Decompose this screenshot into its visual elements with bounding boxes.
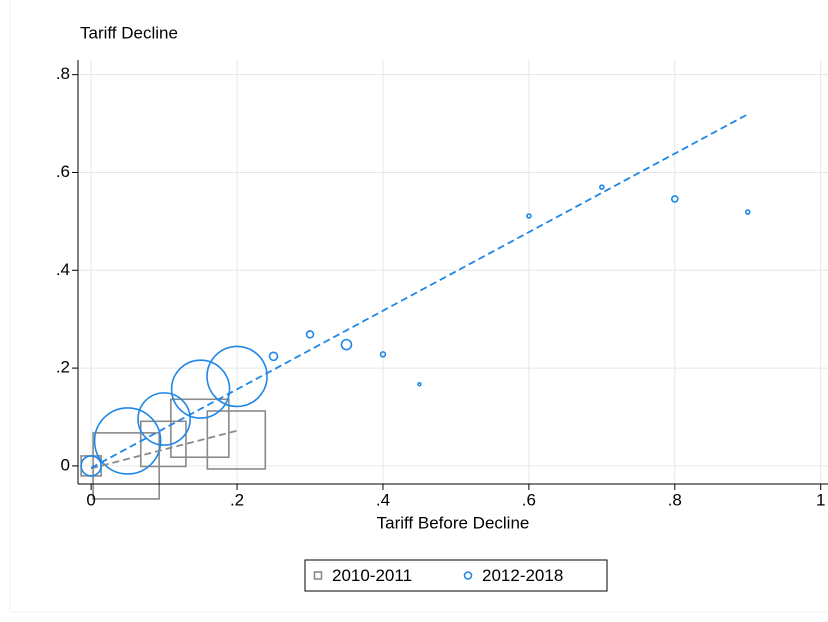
- circle-marker: [463, 571, 473, 580]
- axes: 0 .2 .4 .6 .8 1 0 .2 .4 .6 .8: [56, 60, 828, 509]
- square-marker: [313, 571, 323, 580]
- legend-label: 2010-2011: [332, 566, 412, 585]
- legend: 2010-2011 2012-2018: [304, 559, 608, 592]
- grid: [78, 60, 828, 484]
- circle-marker: [80, 455, 102, 477]
- x-tick-label: 0: [86, 490, 95, 509]
- x-tick-label: 1: [816, 490, 825, 509]
- x-tick-label: .8: [668, 490, 682, 509]
- circle-marker: [599, 184, 605, 190]
- y-tick-label: .6: [56, 162, 70, 181]
- circle-marker: [170, 359, 231, 419]
- x-tick-label: .4: [376, 490, 390, 509]
- fit-line: [90, 429, 238, 470]
- circle-marker: [340, 338, 353, 351]
- circle-marker: [206, 345, 268, 408]
- y-tick-label: .4: [56, 260, 70, 279]
- circle-marker: [379, 351, 387, 358]
- y-tick-label: .2: [56, 358, 70, 377]
- square-marker: [170, 398, 230, 459]
- circle-marker: [526, 213, 532, 219]
- circle-marker: [744, 209, 751, 215]
- legend-label: 2012-2018: [482, 566, 563, 585]
- x-axis-title: Tariff Before Decline: [377, 513, 530, 532]
- y-tick-label: 0: [61, 455, 70, 474]
- y-tick-label: .8: [56, 64, 70, 83]
- circle-marker: [305, 330, 315, 339]
- y-axis-title: Tariff Decline: [80, 23, 178, 42]
- plot-marks: [80, 113, 751, 500]
- circle-marker: [268, 351, 279, 362]
- circle-marker: [93, 407, 162, 475]
- legend-box: [304, 559, 608, 592]
- circle-marker: [417, 382, 422, 387]
- fit-line: [90, 113, 749, 469]
- circle-marker: [670, 195, 679, 203]
- x-tick-label: .6: [522, 490, 536, 509]
- square-marker: [206, 410, 267, 470]
- circle-marker: [137, 392, 191, 446]
- x-tick-label: .2: [230, 490, 244, 509]
- square-marker: [139, 420, 187, 468]
